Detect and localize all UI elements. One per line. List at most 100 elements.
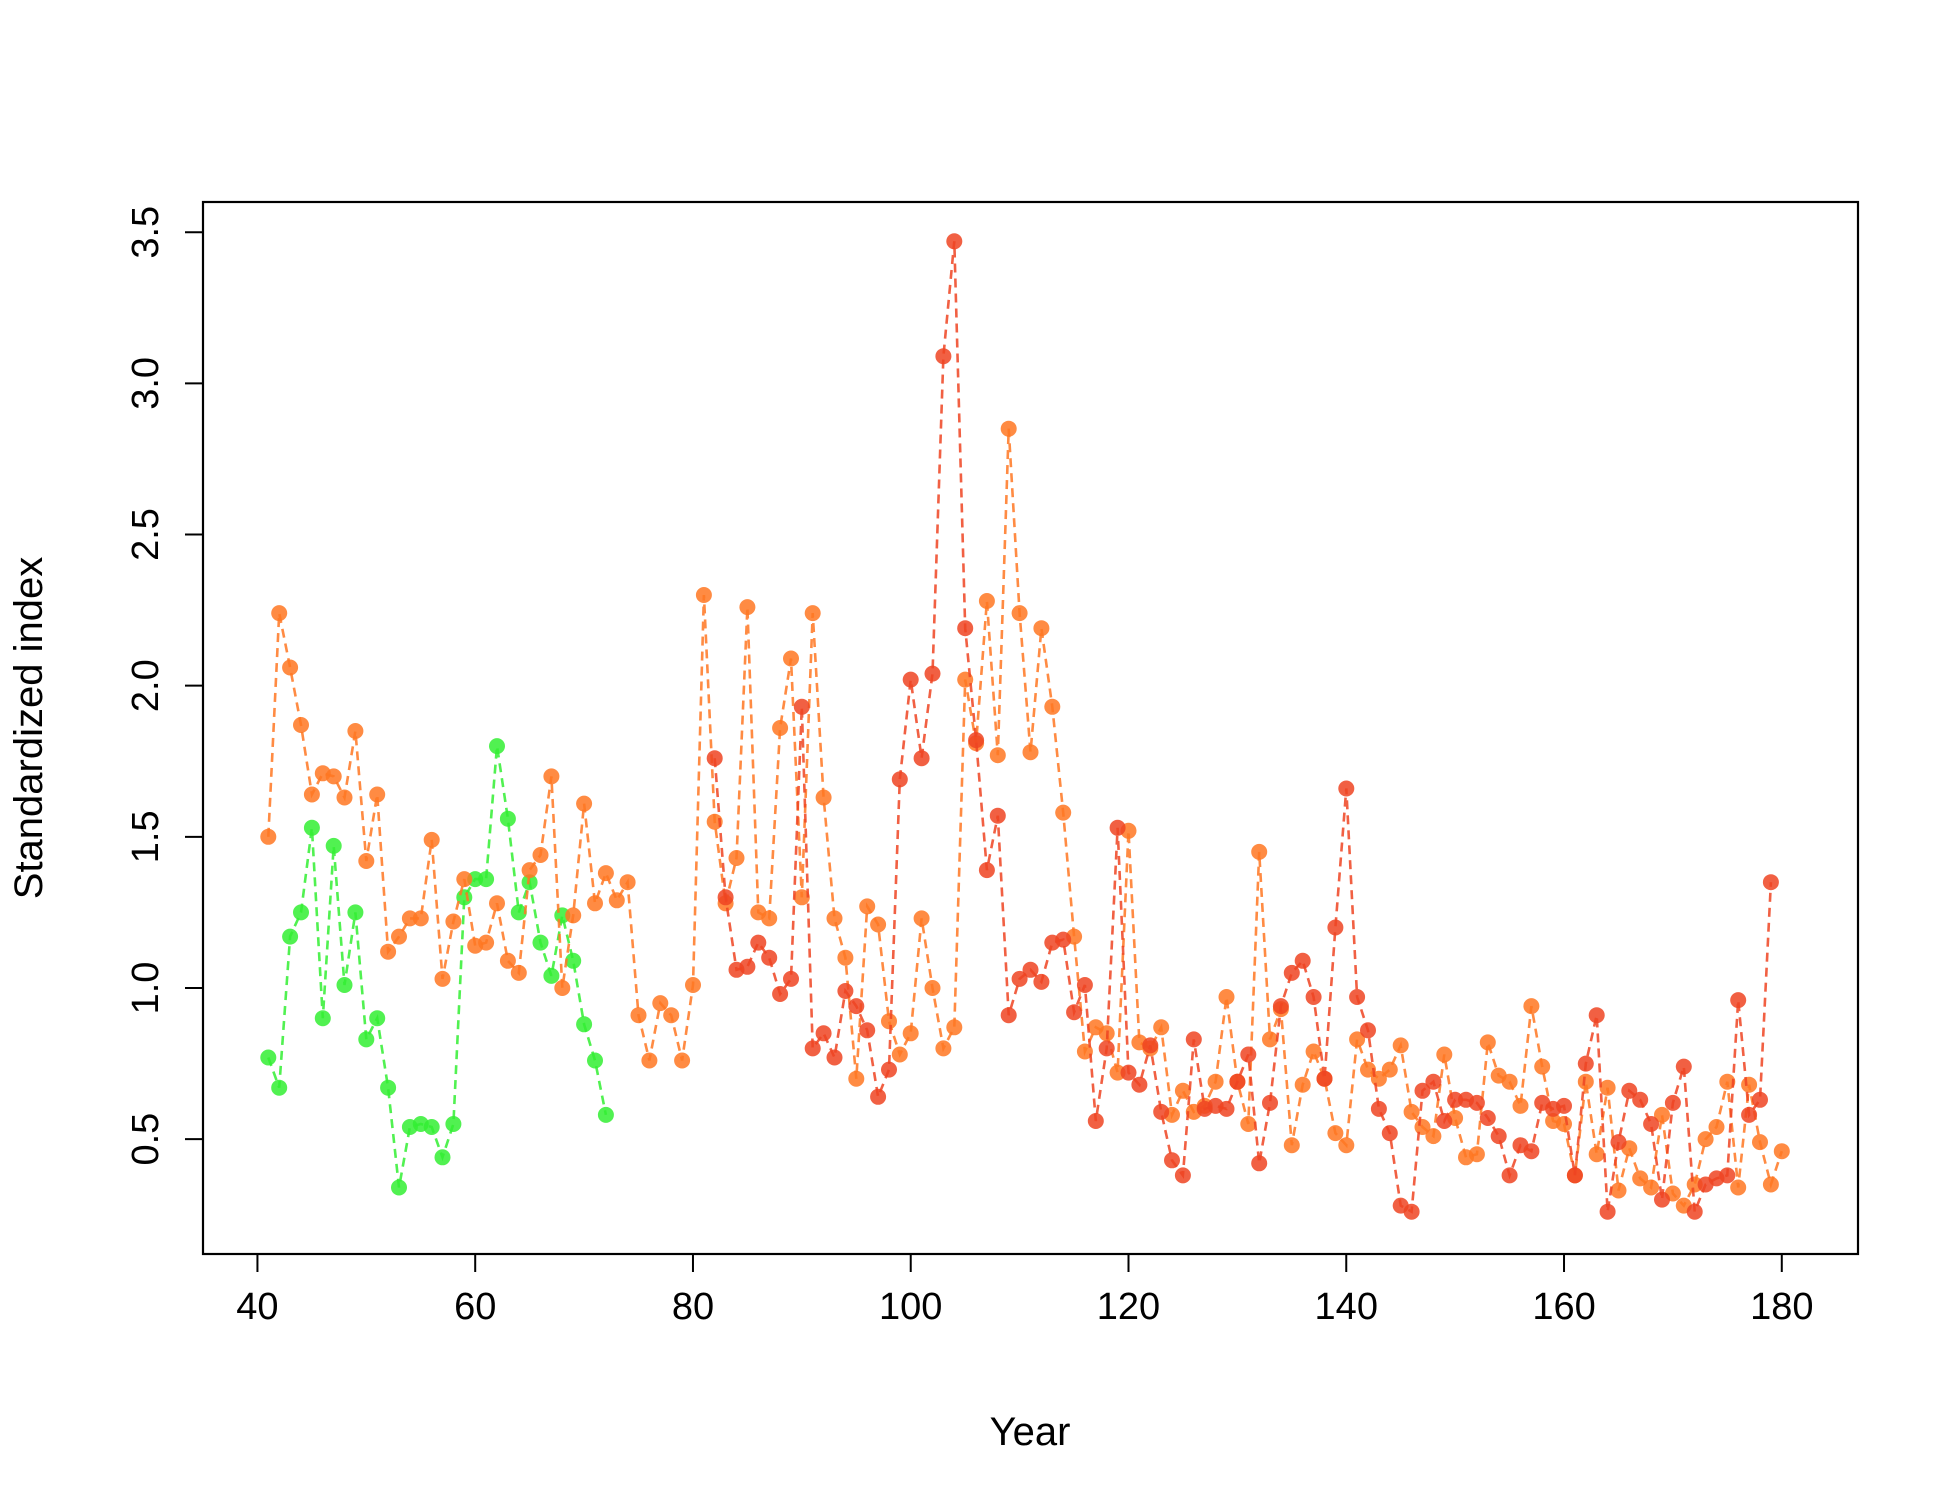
data-point bbox=[924, 665, 941, 682]
data-point bbox=[1349, 1031, 1366, 1048]
data-point bbox=[761, 910, 778, 927]
data-point bbox=[369, 786, 386, 803]
data-point bbox=[347, 723, 364, 739]
data-point bbox=[1534, 1058, 1551, 1075]
data-point bbox=[423, 831, 440, 848]
data-point bbox=[1425, 1073, 1442, 1090]
series-line bbox=[267, 428, 1784, 1208]
data-point bbox=[260, 1049, 277, 1066]
data-point bbox=[1436, 1113, 1453, 1129]
data-point bbox=[1131, 1076, 1148, 1093]
data-point bbox=[434, 970, 451, 987]
data-point bbox=[1752, 1134, 1768, 1151]
data-point bbox=[870, 1088, 887, 1105]
data-point bbox=[1349, 989, 1366, 1005]
data-point bbox=[1588, 1146, 1605, 1163]
data-point bbox=[1066, 1004, 1083, 1021]
data-point bbox=[1185, 1031, 1202, 1048]
data-point bbox=[1577, 1055, 1594, 1072]
data-point bbox=[1664, 1094, 1681, 1111]
x-tick-label: 60 bbox=[454, 1286, 496, 1328]
data-point bbox=[554, 980, 571, 996]
data-point bbox=[804, 1040, 821, 1057]
data-point bbox=[1523, 1143, 1540, 1160]
data-point bbox=[1164, 1152, 1180, 1169]
data-point bbox=[1621, 1082, 1638, 1099]
data-point bbox=[1588, 1007, 1605, 1024]
data-point bbox=[325, 768, 342, 785]
x-tick-label: 40 bbox=[236, 1286, 278, 1328]
data-point bbox=[815, 789, 832, 806]
data-point bbox=[1610, 1134, 1627, 1151]
data-point bbox=[826, 1049, 843, 1066]
data-point bbox=[597, 1106, 614, 1123]
data-point bbox=[837, 983, 854, 999]
data-point bbox=[412, 910, 429, 927]
data-point bbox=[445, 913, 462, 930]
y-tick-label: 2.0 bbox=[125, 659, 167, 712]
x-axis-label: Year bbox=[990, 1410, 1071, 1454]
data-point bbox=[793, 698, 810, 715]
series-0 bbox=[260, 738, 614, 1196]
data-point bbox=[1153, 1019, 1170, 1036]
data-point bbox=[1523, 998, 1540, 1015]
data-point bbox=[968, 732, 985, 749]
data-point bbox=[837, 949, 854, 966]
data-point bbox=[859, 1022, 876, 1039]
data-point bbox=[1055, 804, 1072, 821]
series-line bbox=[713, 241, 1773, 1214]
data-point bbox=[391, 928, 407, 945]
data-point bbox=[935, 348, 952, 365]
data-point bbox=[1697, 1131, 1714, 1148]
data-point bbox=[434, 1149, 451, 1166]
y-tick-label: 0.5 bbox=[125, 1113, 167, 1166]
data-point bbox=[826, 910, 843, 927]
data-point bbox=[521, 862, 538, 879]
data-point bbox=[358, 853, 375, 869]
data-point bbox=[1643, 1179, 1660, 1196]
data-point bbox=[1142, 1037, 1159, 1054]
data-point bbox=[336, 789, 353, 806]
data-point bbox=[924, 980, 941, 996]
data-point bbox=[706, 750, 723, 767]
data-point bbox=[1403, 1203, 1420, 1220]
data-point bbox=[1272, 998, 1289, 1015]
data-point bbox=[989, 807, 1006, 824]
data-point bbox=[870, 916, 887, 933]
data-point bbox=[1262, 1031, 1278, 1048]
y-axis: 0.5 1.0 1.5 2.0 2.5 3.0 3.5 bbox=[125, 206, 204, 1166]
data-point bbox=[576, 795, 593, 812]
data-point bbox=[1229, 1073, 1246, 1090]
data-point bbox=[848, 998, 865, 1015]
data-point bbox=[1392, 1037, 1409, 1054]
data-point bbox=[1305, 1043, 1322, 1060]
y-tick-label: 3.5 bbox=[125, 206, 167, 259]
data-point bbox=[391, 1179, 407, 1196]
data-point bbox=[445, 1116, 462, 1132]
data-point bbox=[1294, 952, 1311, 969]
data-point bbox=[1000, 1007, 1017, 1024]
data-point bbox=[739, 599, 756, 616]
data-point bbox=[1360, 1061, 1376, 1078]
plot-frame bbox=[201, 200, 1860, 1256]
data-point bbox=[369, 1010, 386, 1027]
data-point bbox=[1654, 1191, 1670, 1208]
data-point bbox=[347, 904, 364, 921]
data-point bbox=[1719, 1073, 1736, 1090]
data-point bbox=[489, 738, 505, 755]
y-tick-label: 2.5 bbox=[125, 508, 167, 561]
data-point bbox=[1686, 1203, 1703, 1220]
data-point bbox=[1338, 780, 1355, 797]
data-point bbox=[1370, 1100, 1387, 1117]
data-point bbox=[685, 977, 701, 993]
data-point bbox=[1708, 1119, 1725, 1135]
data-point bbox=[1490, 1128, 1507, 1145]
y-tick-label: 1.5 bbox=[125, 810, 167, 863]
data-point bbox=[565, 907, 582, 924]
data-point bbox=[1327, 919, 1344, 936]
data-point bbox=[978, 593, 995, 609]
data-point bbox=[1719, 1167, 1736, 1184]
data-point bbox=[478, 934, 495, 951]
data-point bbox=[1436, 1046, 1453, 1063]
data-point bbox=[1512, 1097, 1529, 1114]
